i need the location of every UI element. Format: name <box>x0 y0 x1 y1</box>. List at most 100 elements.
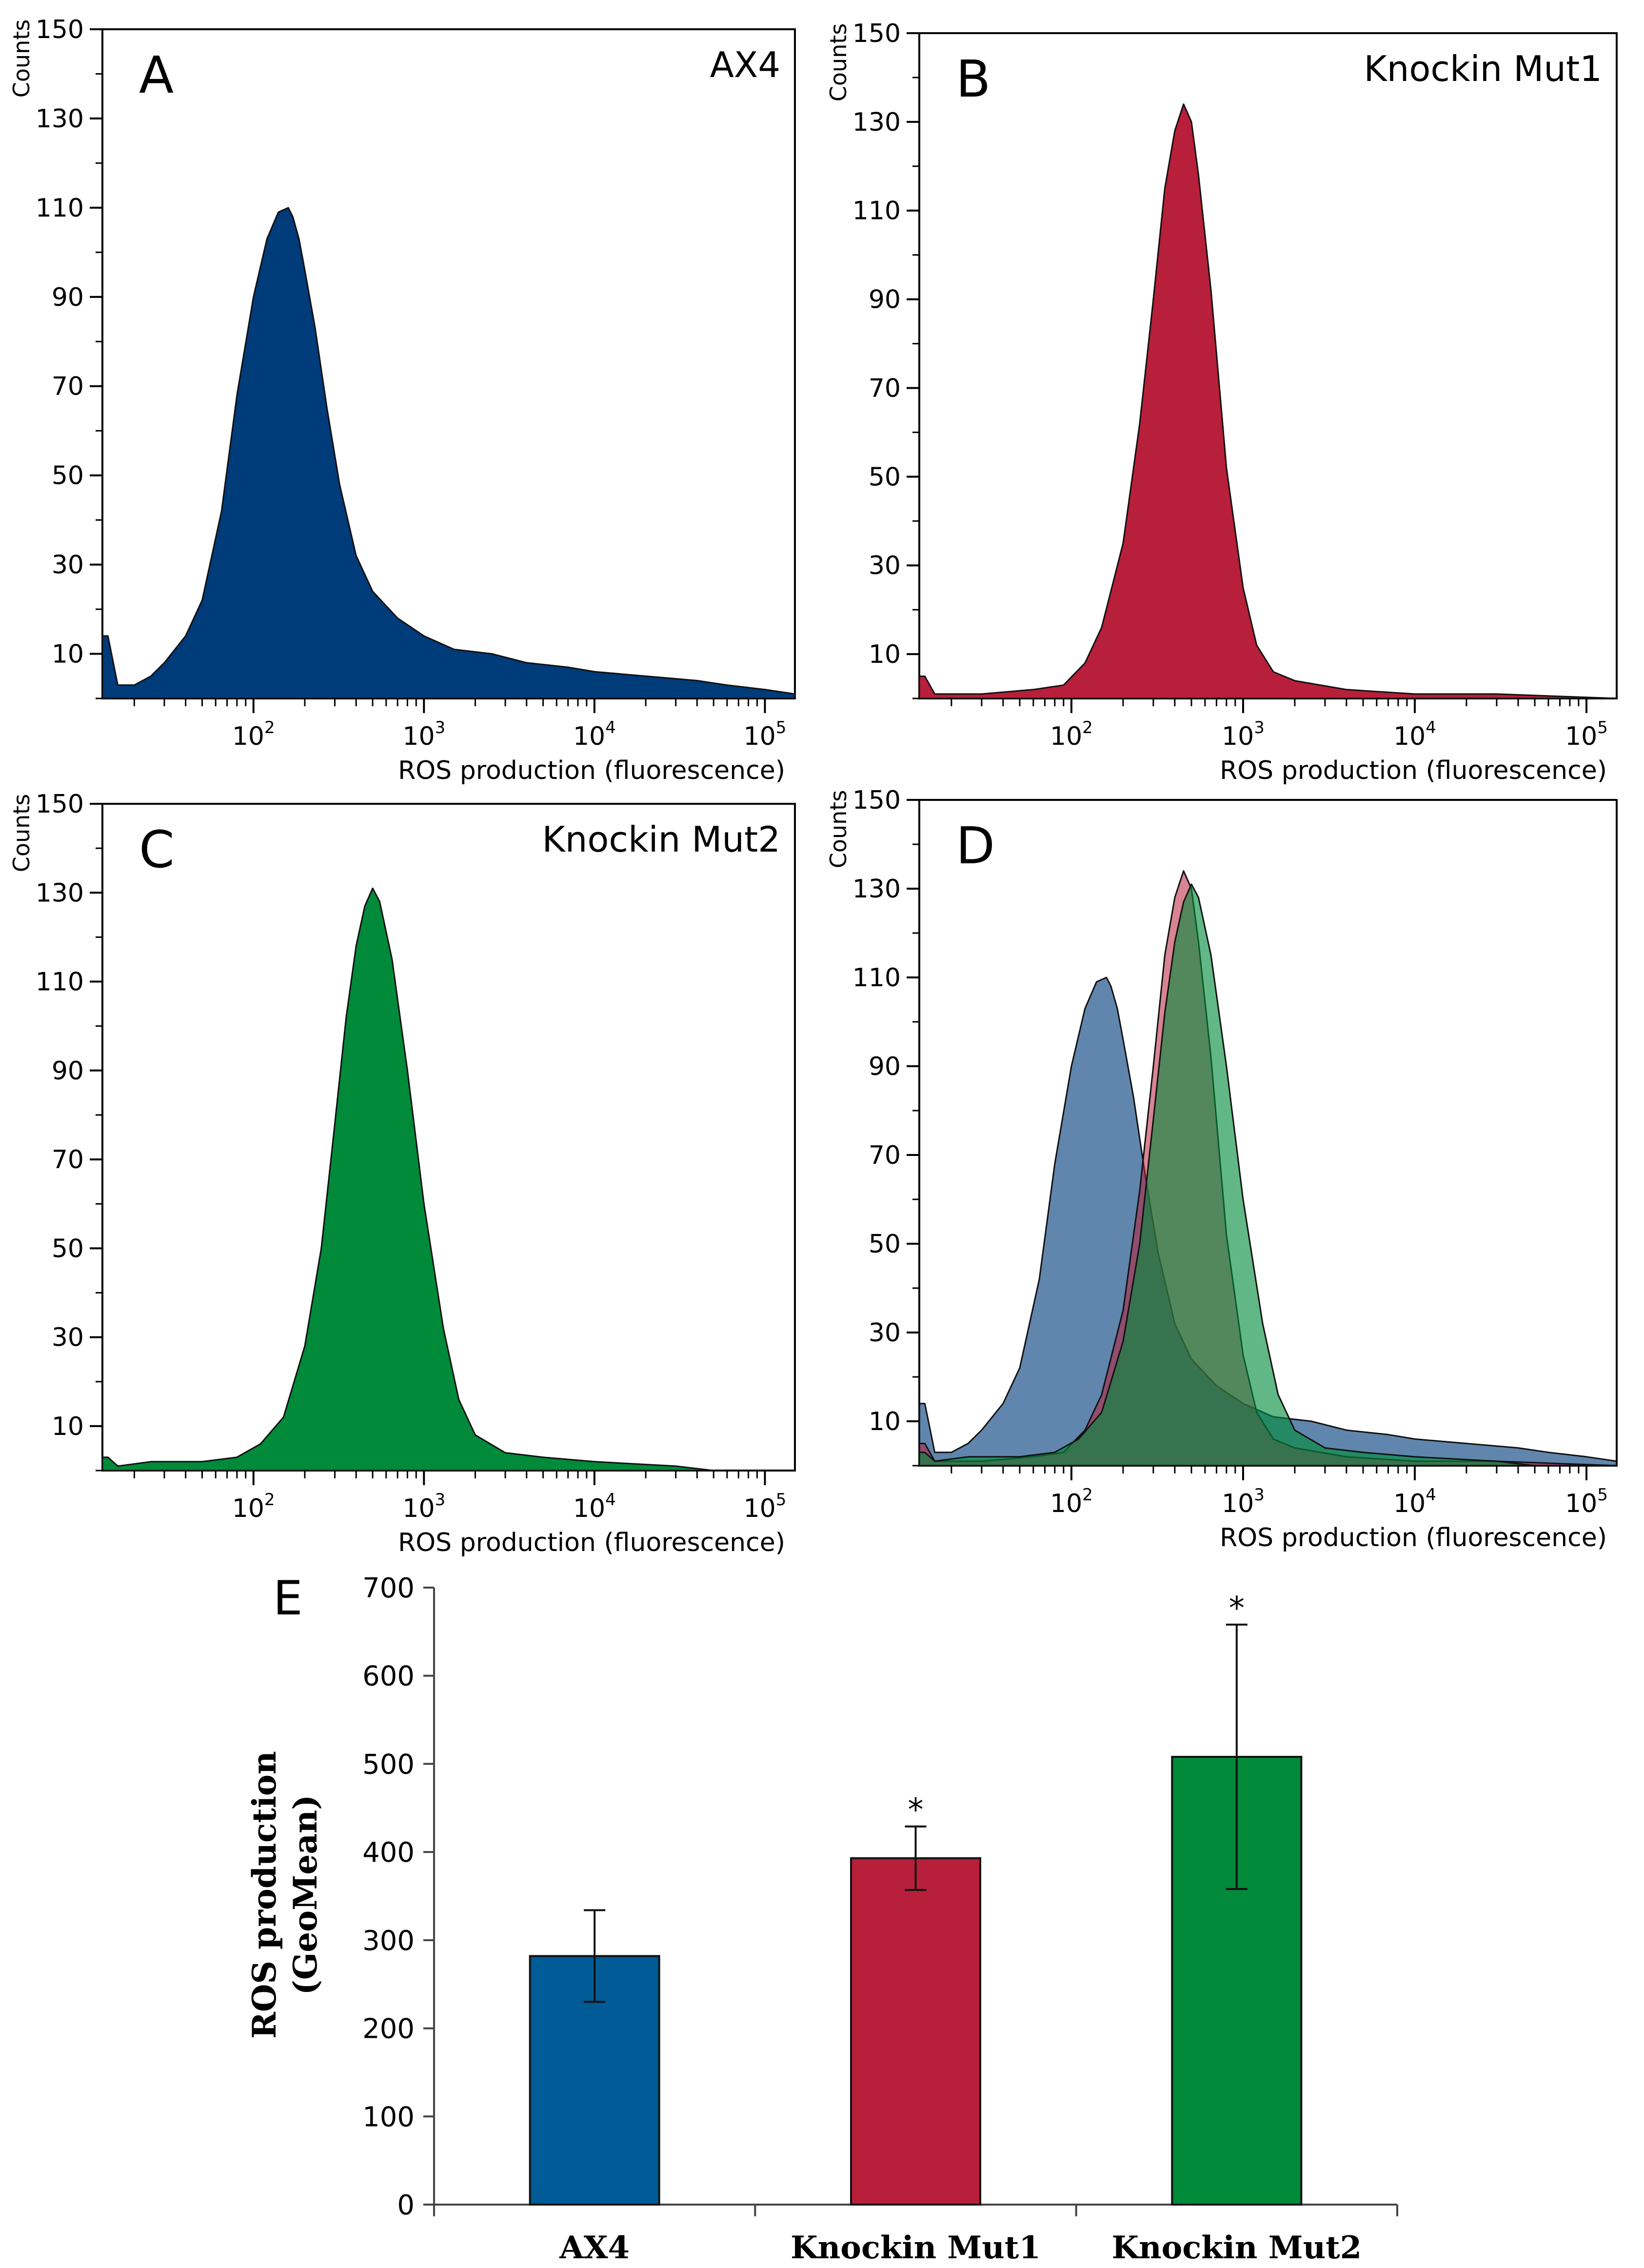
y-axis-label: Counts <box>8 20 35 98</box>
y-tick-label: 50 <box>869 462 901 492</box>
y-tick-label: 30 <box>52 1323 84 1353</box>
y-tick-label: 150 <box>36 790 84 819</box>
x-tick-exponent: 4 <box>1426 1485 1436 1505</box>
x-axis-label: ROS production (fluorescence) <box>398 1528 785 1557</box>
x-tick-label: 103 <box>1222 1485 1265 1518</box>
y-axis-label: Counts <box>8 794 35 873</box>
x-tick-base: 10 <box>1050 1489 1082 1518</box>
y-tick-label: 90 <box>869 1052 901 1081</box>
x-tick-label: 102 <box>232 1490 275 1523</box>
y-tick-label: 130 <box>852 875 901 904</box>
histogram-series-1 <box>101 207 796 699</box>
x-tick-base: 10 <box>1393 722 1426 751</box>
y-tick-label: 130 <box>852 108 901 137</box>
y-tick-label: 70 <box>52 1145 84 1174</box>
x-tick-label: 102 <box>1050 1485 1093 1518</box>
significance-marker: * <box>908 1792 924 1829</box>
panel-label: A <box>139 45 174 105</box>
x-tick-base: 10 <box>1050 722 1082 751</box>
y-tick-label: 150 <box>852 786 901 815</box>
x-tick-label: 104 <box>573 1490 616 1523</box>
x-tick-exponent: 4 <box>605 718 616 737</box>
panel-label: E <box>273 1571 303 1626</box>
x-tick-label: 103 <box>1222 718 1265 751</box>
x-tick-exponent: 2 <box>1082 1485 1093 1505</box>
x-axis-label: ROS production (fluorescence) <box>1220 756 1607 785</box>
y-tick-label: 100 <box>362 2101 415 2133</box>
x-tick-base: 10 <box>744 1494 776 1523</box>
y-tick-label: 50 <box>52 461 84 491</box>
x-tick-base: 10 <box>232 1494 264 1523</box>
x-tick-exponent: 3 <box>1254 718 1265 737</box>
x-tick-base: 10 <box>402 722 435 751</box>
histogram-series-1 <box>101 887 714 1472</box>
y-tick-label: 700 <box>362 1572 415 1604</box>
y-tick-label: 10 <box>869 640 901 669</box>
y-tick-label: 150 <box>36 15 84 44</box>
x-tick-label: 105 <box>744 1490 787 1523</box>
x-tick-exponent: 3 <box>435 1490 446 1510</box>
x-tick-base: 10 <box>573 1494 605 1523</box>
bar-2 <box>850 1857 981 2206</box>
x-tick-label: 105 <box>1565 718 1608 751</box>
x-tick-base: 10 <box>744 722 776 751</box>
y-tick-label: 400 <box>362 1837 415 1869</box>
y-tick-label: 90 <box>52 1056 84 1086</box>
y-tick-label: 30 <box>869 551 901 580</box>
y-tick-label: 110 <box>36 194 84 223</box>
x-tick-base: 10 <box>1393 1489 1426 1518</box>
x-tick-label: 105 <box>1565 1485 1608 1518</box>
x-tick-exponent: 3 <box>1254 1485 1265 1505</box>
x-tick-base: 10 <box>1565 1489 1597 1518</box>
y-tick-label: 70 <box>52 372 84 401</box>
y-tick-label: 110 <box>852 963 901 993</box>
y-axis-label-line1: ROS production <box>245 1751 283 2039</box>
x-tick-base: 10 <box>1222 722 1254 751</box>
x-tick-base: 10 <box>402 1494 435 1523</box>
x-category-label: Knockin Mut2 <box>1111 2229 1362 2266</box>
sample-label: Knockin Mut1 <box>1364 48 1603 89</box>
significance-marker: * <box>1229 1591 1245 1627</box>
y-tick-label: 90 <box>52 283 84 312</box>
x-tick-exponent: 2 <box>264 718 275 737</box>
plot-frame <box>918 32 1618 699</box>
panel-label: D <box>956 816 995 875</box>
y-tick-label: 110 <box>36 968 84 997</box>
x-tick-exponent: 4 <box>1426 718 1436 737</box>
y-tick-label: 50 <box>869 1230 901 1259</box>
x-tick-base: 10 <box>1565 722 1597 751</box>
y-tick-label: 500 <box>362 1749 415 1780</box>
y-tick-label: 300 <box>362 1925 415 1957</box>
x-tick-label: 105 <box>744 718 787 751</box>
y-tick-label: 90 <box>869 285 901 315</box>
histogram-series-3 <box>918 883 1536 1467</box>
x-tick-exponent: 5 <box>776 718 787 737</box>
x-category-label: AX4 <box>559 2229 630 2266</box>
y-tick-label: 70 <box>869 1141 901 1170</box>
y-axis-label-line2: (GeoMean) <box>286 1795 324 1995</box>
x-tick-base: 10 <box>1222 1489 1254 1518</box>
y-tick-label: 150 <box>852 19 901 48</box>
y-tick-label: 30 <box>52 551 84 580</box>
y-tick-label: 10 <box>52 1412 84 1441</box>
panel-label: C <box>139 820 175 879</box>
bar-chart-panel-e: E 0 100 200 300 400 500 600 700 ROS production(Ge… <box>245 1571 1398 2266</box>
y-tick-label: 10 <box>52 640 84 669</box>
x-tick-exponent: 4 <box>605 1490 616 1510</box>
x-category-label: Knockin Mut1 <box>791 2229 1041 2266</box>
x-tick-exponent: 5 <box>776 1490 787 1510</box>
y-axis-label: Counts <box>825 790 852 869</box>
x-tick-label: 104 <box>1393 718 1436 751</box>
y-tick-label: 130 <box>36 878 84 908</box>
y-tick-label: 130 <box>36 104 84 134</box>
y-tick-label: 110 <box>852 197 901 226</box>
panel-label: B <box>956 49 990 109</box>
y-tick-label: 30 <box>869 1318 901 1348</box>
x-tick-label: 102 <box>232 718 275 751</box>
x-axis-label: ROS production (fluorescence) <box>1220 1523 1607 1552</box>
